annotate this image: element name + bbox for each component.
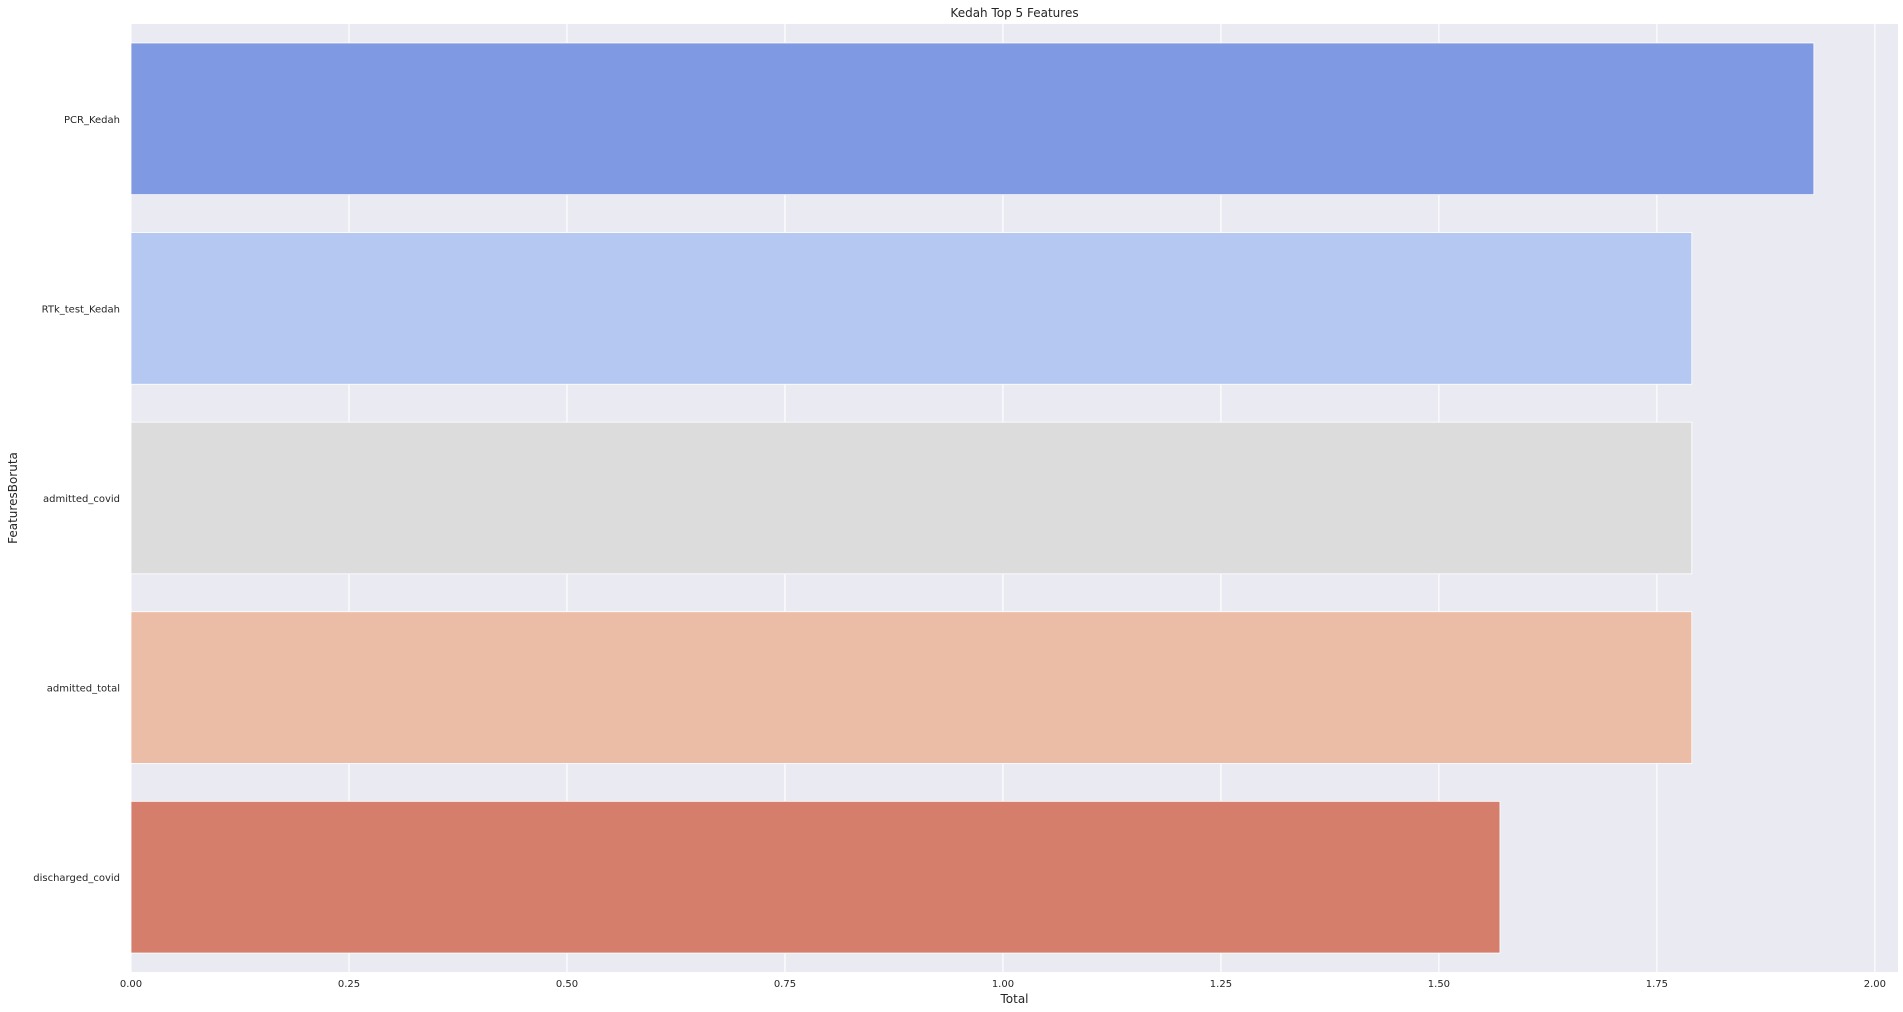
x-tick-label: 1.25 bbox=[1210, 979, 1232, 990]
x-tick-label: 1.75 bbox=[1646, 979, 1668, 990]
bar-admitted_covid bbox=[130, 421, 1693, 575]
chart-title: Kedah Top 5 Features bbox=[950, 6, 1078, 20]
bar-discharged_covid bbox=[130, 800, 1501, 954]
x-tick-label: 2.00 bbox=[1864, 979, 1886, 990]
x-tick-label: 0.25 bbox=[338, 979, 360, 990]
y-tick-label: admitted_total bbox=[47, 684, 120, 695]
y-axis-label: FeaturesBoruta bbox=[6, 452, 20, 544]
x-tick-label: 0.00 bbox=[120, 979, 142, 990]
bar-admitted_total bbox=[130, 611, 1693, 764]
x-axis-label: Total bbox=[999, 992, 1028, 1006]
y-tick-label: PCR_Kedah bbox=[64, 115, 120, 126]
y-tick-label: discharged_covid bbox=[33, 873, 120, 884]
bars bbox=[130, 42, 1815, 954]
bar-RTk_test_Kedah bbox=[130, 232, 1693, 385]
x-axis-ticks: 0.00 0.25 0.50 0.75 1.00 1.25 1.50 1.75 2.00 bbox=[120, 979, 1886, 990]
x-tick-label: 0.75 bbox=[774, 979, 796, 990]
x-tick-label: 1.00 bbox=[992, 979, 1014, 990]
y-tick-label: admitted_covid bbox=[43, 494, 120, 505]
x-tick-label: 0.50 bbox=[556, 979, 578, 990]
bar-PCR_Kedah bbox=[130, 42, 1815, 196]
y-axis-ticks: PCR_Kedah RTk_test_Kedah admitted_covidadm… bbox=[33, 115, 120, 884]
x-tick-label: 1.50 bbox=[1428, 979, 1450, 990]
y-tick-label: RTk_test_Kedah bbox=[42, 304, 120, 315]
